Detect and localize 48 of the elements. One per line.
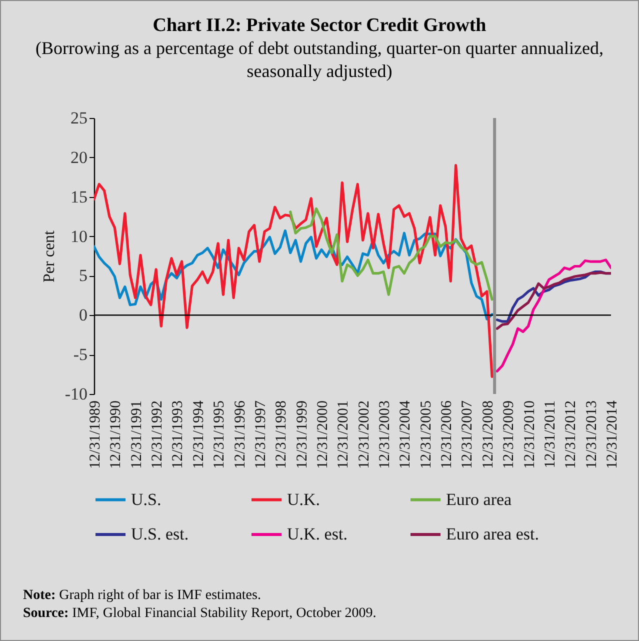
x-tick-label: 12/31/2003 (377, 400, 393, 469)
legend-label: Euro area est. (446, 524, 539, 544)
x-tick-label: 12/31/2001 (336, 400, 352, 469)
legend-label: U.K. est. (287, 524, 348, 544)
y-tick-label: -5 (73, 345, 88, 364)
legend-label: U.K. (287, 490, 320, 509)
x-tick-label: 12/31/2014 (604, 400, 620, 469)
line-series (289, 207, 494, 301)
x-tick-label: 12/31/2011 (542, 400, 558, 468)
x-tick-label: 12/31/1994 (190, 400, 207, 469)
x-tick-label: 12/31/1992 (150, 400, 166, 469)
x-tick-label: 12/31/2005 (418, 400, 434, 469)
y-tick-label: 0 (79, 306, 88, 325)
x-tick-label: 12/31/1990 (108, 400, 124, 469)
x-tick-label: 12/31/1989 (88, 400, 104, 469)
y-tick-label: 10 (70, 226, 88, 246)
legend-label: U.S. est. (131, 524, 189, 544)
line-series (94, 164, 494, 378)
x-tick-label: 12/31/1996 (232, 400, 248, 469)
y-tick-label: 5 (79, 266, 88, 286)
y-tick-label: 15 (70, 187, 88, 206)
line-series (496, 258, 611, 372)
chart-subtitle: (Borrowing as a percentage of debt outstanding, quarter-on quarter annualized, seasonally adjusted) (34, 37, 604, 83)
text: Note: Graph right of bar is IMF estimates. (23, 587, 262, 605)
y-tick-label: 25 (70, 108, 88, 128)
chart-title: Chart II.2: Private Sector Credit Growth (152, 15, 488, 37)
x-tick-label: 12/31/1997 (252, 400, 269, 469)
y-tick-label: -10 (64, 384, 88, 404)
y-axis-title: Per cent (40, 230, 58, 282)
x-tick-label: 12/31/2004 (398, 400, 414, 469)
y-tick-label: 20 (70, 148, 88, 167)
source-note: Source: IMF, Global Financial Stability Report, October 2009. (23, 605, 376, 623)
x-tick-label: 12/31/1998 (274, 400, 290, 469)
x-tick-label: 12/31/2000 (315, 400, 331, 469)
x-tick-label: 12/31/2006 (439, 400, 456, 469)
x-tick-label: 12/31/1995 (212, 400, 228, 469)
legend-label: Euro area (446, 490, 512, 509)
x-tick-label: 12/31/2010 (522, 400, 538, 469)
x-tick-label: 12/31/2009 (501, 400, 518, 469)
x-tick-label: 12/31/2002 (356, 400, 372, 469)
legend-label: U.S. (131, 490, 162, 509)
x-tick-label: 12/31/2008 (480, 400, 496, 469)
x-tick-label: 12/31/2013 (584, 400, 600, 469)
x-tick-label: 12/31/2012 (563, 400, 580, 469)
x-tick-label: 12/31/1993 (170, 400, 186, 469)
x-tick-label: 12/31/1991 (128, 400, 145, 469)
x-tick-label: 12/31/2007 (460, 400, 476, 469)
x-tick-label: 12/31/1999 (294, 400, 310, 469)
